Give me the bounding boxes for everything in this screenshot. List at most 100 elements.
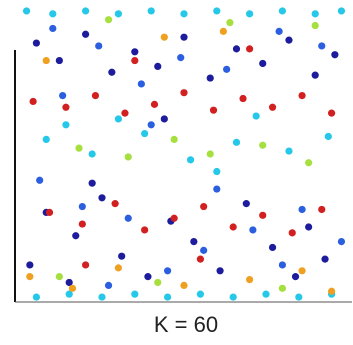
point	[285, 147, 293, 155]
point	[42, 135, 50, 143]
point	[170, 214, 178, 222]
point	[131, 48, 139, 56]
point	[206, 150, 214, 158]
point	[147, 7, 155, 15]
point	[124, 214, 132, 222]
point	[29, 97, 37, 106]
point	[147, 121, 155, 129]
point	[239, 94, 247, 103]
point	[170, 135, 178, 143]
point	[137, 80, 145, 88]
point	[259, 59, 267, 68]
point	[144, 273, 152, 281]
point	[252, 112, 260, 120]
point	[268, 243, 277, 252]
point	[298, 267, 306, 275]
point	[164, 293, 172, 301]
point	[180, 89, 188, 97]
point	[298, 92, 306, 100]
chart-title: K = 60	[154, 312, 218, 337]
point	[209, 106, 218, 114]
point	[42, 56, 50, 65]
point	[65, 278, 73, 287]
point	[32, 39, 41, 47]
point	[311, 71, 319, 79]
point	[49, 24, 57, 33]
point	[213, 7, 221, 15]
point	[298, 205, 306, 214]
point	[324, 132, 332, 141]
point	[62, 103, 70, 111]
point	[98, 293, 106, 301]
point	[55, 273, 63, 281]
point	[246, 10, 254, 18]
point	[26, 261, 34, 269]
point	[328, 109, 336, 117]
point	[114, 10, 122, 18]
point	[160, 115, 168, 123]
point	[328, 287, 336, 295]
point	[72, 232, 80, 240]
point	[32, 293, 41, 301]
point	[68, 284, 77, 292]
point	[196, 255, 204, 263]
point	[82, 261, 90, 269]
point	[259, 141, 267, 149]
point	[75, 144, 83, 152]
point	[36, 176, 44, 184]
point	[246, 45, 254, 53]
point	[305, 223, 313, 231]
point	[131, 290, 139, 298]
point	[246, 275, 254, 284]
point	[59, 92, 67, 100]
point	[229, 293, 237, 301]
point	[121, 109, 129, 117]
point	[242, 200, 250, 208]
point	[278, 261, 286, 269]
point	[114, 264, 122, 272]
point	[160, 33, 168, 41]
point	[180, 33, 188, 41]
point	[232, 138, 241, 146]
point	[108, 68, 116, 76]
point	[295, 293, 303, 301]
point	[311, 21, 319, 30]
point	[232, 45, 241, 53]
point	[268, 103, 277, 111]
point	[118, 252, 126, 260]
point	[45, 208, 54, 216]
point	[262, 290, 270, 298]
point	[154, 62, 162, 70]
point	[141, 226, 149, 234]
point	[229, 223, 237, 231]
point	[285, 36, 293, 44]
point	[219, 27, 227, 35]
point	[337, 7, 346, 15]
point	[49, 10, 57, 18]
point	[186, 156, 195, 164]
point	[226, 19, 234, 27]
point	[318, 205, 326, 214]
point	[337, 238, 346, 246]
point	[278, 7, 286, 15]
point	[22, 7, 31, 15]
point	[82, 7, 90, 15]
point	[321, 255, 329, 263]
point	[104, 16, 113, 24]
point	[124, 153, 132, 161]
point	[65, 290, 73, 298]
point	[249, 226, 257, 234]
point	[111, 200, 119, 208]
point	[200, 246, 208, 254]
point	[278, 284, 286, 292]
point	[318, 42, 326, 50]
point	[331, 51, 339, 59]
point	[190, 238, 198, 246]
point	[275, 27, 283, 35]
point	[200, 202, 208, 211]
point	[180, 281, 188, 289]
point	[55, 56, 63, 65]
point	[141, 129, 149, 138]
point	[206, 74, 214, 82]
point	[216, 267, 224, 275]
